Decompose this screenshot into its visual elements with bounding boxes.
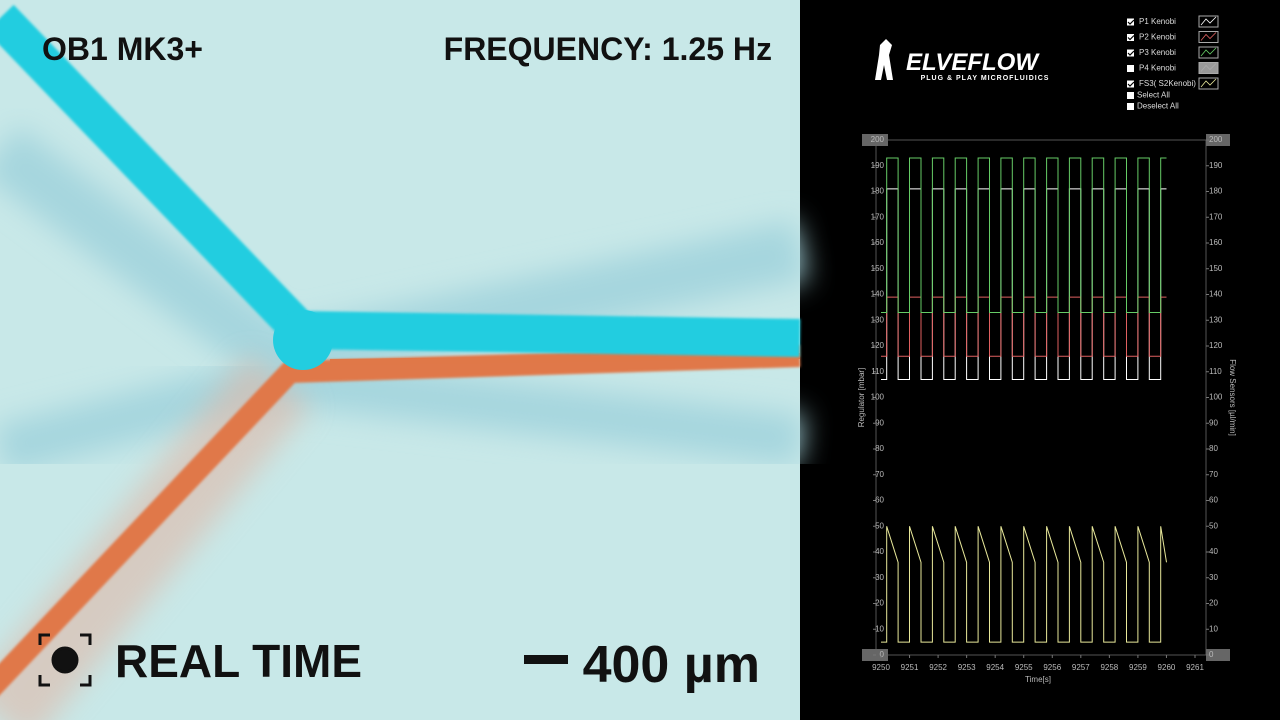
camera-icon — [38, 633, 92, 687]
legend-action-checkbox[interactable] — [1127, 103, 1134, 110]
y2-tick-label: 180 — [1209, 187, 1223, 196]
y2-axis-label: Flow Sensors [µl/min] — [1228, 359, 1237, 436]
y-tick-label: 120 — [871, 341, 885, 350]
series-line — [881, 526, 1167, 643]
y-tick-label: 40 — [875, 547, 884, 556]
x-tick-label: 9250 — [872, 663, 890, 672]
y-tick-label: 30 — [875, 573, 884, 582]
y2-tick-label: 190 — [1209, 161, 1223, 170]
y2-tick-label: 160 — [1209, 238, 1223, 247]
chart: 0102030405060708090100110120130140150160… — [857, 15, 1237, 684]
tick-box — [1206, 649, 1230, 661]
legend-checkbox[interactable] — [1127, 65, 1134, 72]
legend-swatch-line — [1200, 63, 1217, 72]
x-tick-label: 9258 — [1100, 663, 1118, 672]
device-label: OB1 MK3+ — [42, 31, 203, 67]
y-tick-label: 100 — [871, 393, 885, 402]
x-tick-label: 9261 — [1186, 663, 1204, 672]
y2-tick-label: 200 — [1209, 135, 1223, 144]
y2-tick-label: 90 — [1209, 418, 1218, 427]
logo: ELVEFLOW PLUG & PLAY MICROFLUIDICS — [875, 39, 1050, 82]
x-tick-label: 9255 — [1015, 663, 1033, 672]
y-tick-label: 130 — [871, 315, 885, 324]
legend-checkbox[interactable] — [1127, 34, 1134, 41]
frequency-label: FREQUENCY: 1.25 Hz — [444, 31, 772, 67]
logo-tagline: PLUG & PLAY MICROFLUIDICS — [921, 75, 1050, 82]
checkmark — [1127, 81, 1135, 87]
y2-tick-label: 0 — [1209, 650, 1214, 659]
legend-action-checkbox[interactable] — [1127, 92, 1134, 99]
y-tick-label: 20 — [875, 599, 884, 608]
y2-tick-label: 140 — [1209, 290, 1223, 299]
y2-tick-label: 120 — [1209, 341, 1223, 350]
tick-box — [1206, 134, 1230, 146]
scale-label: 400 µm — [583, 636, 760, 694]
x-tick-label: 9254 — [986, 663, 1004, 672]
y-tick-label: 160 — [871, 238, 885, 247]
y-tick-label: 150 — [871, 264, 885, 273]
y-tick-label: 200 — [871, 135, 885, 144]
y-tick-label: 10 — [875, 624, 884, 633]
legend-label: FS3( S2Kenobi) — [1139, 79, 1196, 88]
y2-tick-label: 170 — [1209, 212, 1223, 221]
y-tick-label: 0 — [880, 650, 885, 659]
y-tick-label: 110 — [871, 367, 884, 376]
y-tick-label: 70 — [875, 470, 884, 479]
legend-swatch-line — [1200, 32, 1217, 41]
x-tick-label: 9260 — [1158, 663, 1176, 672]
y2-tick-label: 70 — [1209, 470, 1218, 479]
legend-label: P4 Kenobi — [1139, 64, 1176, 73]
y2-tick-label: 80 — [1209, 444, 1218, 453]
y-axis-label: Regulator [mbar] — [857, 368, 866, 428]
y2-tick-label: 50 — [1209, 521, 1218, 530]
x-tick-label: 9256 — [1043, 663, 1061, 672]
microscope-view: OB1 MK3+ FREQUENCY: 1.25 Hz REAL TIME 40… — [0, 0, 807, 720]
x-tick-label: 9257 — [1072, 663, 1090, 672]
y-tick-label: 170 — [871, 212, 885, 221]
x-tick-label: 9253 — [958, 663, 976, 672]
y2-tick-label: 130 — [1209, 315, 1223, 324]
x-tick-label: 9252 — [929, 663, 947, 672]
y-tick-label: 80 — [875, 444, 884, 453]
plot-area — [875, 139, 1207, 656]
legend-label: P1 Kenobi — [1139, 17, 1176, 26]
y-tick-label: 180 — [871, 187, 885, 196]
y-tick-label: 50 — [875, 521, 884, 530]
y2-tick-label: 20 — [1209, 599, 1218, 608]
mode-label: REAL TIME — [115, 635, 362, 687]
y-tick-label: 60 — [875, 496, 884, 505]
y2-tick-label: 30 — [1209, 573, 1218, 582]
legend-action-label[interactable]: Deselect All — [1137, 102, 1179, 111]
logo-name: ELVEFLOW — [906, 49, 1040, 76]
scale-bar — [524, 655, 568, 664]
series-line — [881, 157, 1167, 313]
checkmark — [1127, 19, 1135, 25]
y-tick-label: 90 — [875, 418, 884, 427]
checkmark — [1127, 35, 1135, 41]
legend-swatch-line — [1200, 78, 1217, 88]
y2-tick-label: 60 — [1209, 496, 1218, 505]
checkmark — [1127, 50, 1135, 56]
legend-swatch-line — [1200, 47, 1217, 57]
x-tick-label: 9251 — [901, 663, 919, 672]
legend-checkbox[interactable] — [1127, 80, 1134, 88]
legend-checkbox[interactable] — [1127, 49, 1134, 57]
y-tick-label: 190 — [871, 161, 885, 170]
y2-tick-label: 150 — [1209, 264, 1223, 273]
legend-checkbox[interactable] — [1127, 18, 1134, 26]
x-tick-label: 9259 — [1129, 663, 1147, 672]
y2-tick-label: 10 — [1209, 624, 1218, 633]
y2-tick-label: 100 — [1209, 393, 1223, 402]
legend-action-label[interactable]: Select All — [1137, 91, 1170, 100]
legend-swatch-line — [1200, 16, 1217, 26]
legend-label: P2 Kenobi — [1139, 33, 1176, 42]
y2-tick-label: 40 — [1209, 547, 1218, 556]
y-tick-label: 140 — [871, 290, 885, 299]
series-line — [881, 296, 1167, 357]
x-axis-label: Time[s] — [1025, 675, 1051, 684]
legend-label: P3 Kenobi — [1139, 48, 1176, 57]
y2-tick-label: 110 — [1209, 367, 1222, 376]
